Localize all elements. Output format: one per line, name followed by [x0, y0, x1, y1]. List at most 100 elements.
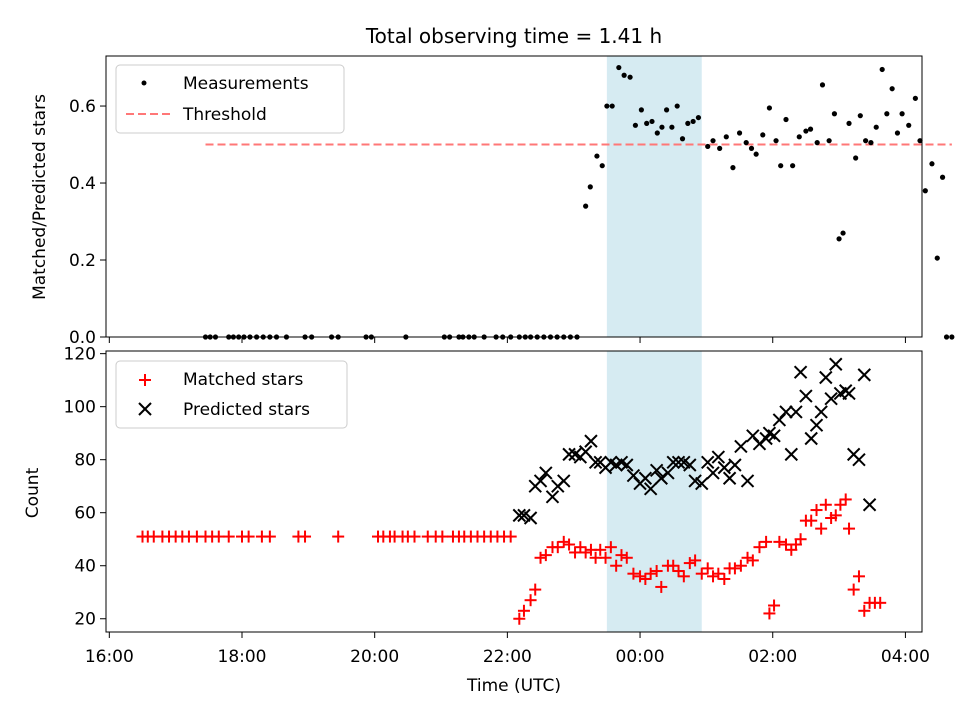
matched-star-point — [847, 583, 860, 596]
measurement-point — [949, 334, 955, 340]
x-tick-label: 00:00 — [616, 647, 665, 667]
x-tick-label: 22:00 — [483, 647, 532, 667]
measurement-point — [616, 64, 622, 71]
measurement-point — [846, 120, 852, 126]
matched-star-point — [504, 530, 517, 543]
matched-star-point — [773, 535, 786, 548]
legend-measurements-label: Measurements — [183, 74, 309, 94]
matched-star-point — [819, 498, 832, 511]
measurement-point — [649, 118, 655, 125]
x-tick-label: 20:00 — [350, 647, 399, 667]
predicted-star-point — [814, 405, 828, 419]
predicted-star-point — [809, 418, 824, 432]
matched-star-point — [852, 570, 865, 583]
matched-star-point — [222, 530, 235, 543]
measurement-point — [836, 236, 842, 242]
top-y-tick-label: 0.6 — [69, 97, 96, 117]
measurement-point — [621, 72, 627, 78]
matched-star-point — [683, 557, 696, 570]
measurement-point — [685, 120, 691, 126]
legend-matched-label: Matched stars — [183, 370, 303, 390]
bottom-y-axis-label: Count — [23, 467, 43, 518]
predicted-star-point — [584, 434, 598, 448]
matched-star-point — [263, 530, 276, 543]
predicted-star-point — [819, 370, 833, 385]
matched-star-point — [594, 543, 607, 556]
measurement-point — [778, 163, 784, 169]
measurement-point — [594, 153, 600, 159]
predicted-star-point — [734, 439, 748, 454]
predicted-star-point — [557, 474, 571, 488]
matched-star-point — [741, 551, 754, 564]
bottom-y-tick-label: 60 — [74, 504, 96, 524]
legend-measurements-marker — [141, 80, 147, 86]
predicted-star-point — [701, 455, 715, 470]
matched-star-point — [843, 522, 856, 535]
measurement-point — [760, 132, 766, 138]
measurement-point — [695, 114, 702, 121]
matched-star-point — [695, 567, 708, 580]
predicted-star-point — [852, 452, 866, 467]
predicted-star-point — [523, 511, 538, 525]
x-tick-label: 16:00 — [85, 647, 134, 667]
matched-star-point — [539, 549, 552, 562]
predicted-star-point — [804, 431, 818, 446]
measurement-point — [679, 136, 686, 142]
measurement-point — [583, 203, 589, 209]
matched-star-point — [524, 594, 537, 607]
measurement-point — [659, 124, 665, 130]
predicted-star-point — [588, 455, 603, 470]
top-shaded-region — [606, 56, 702, 337]
measurement-point — [884, 111, 890, 117]
bottom-y-tick-label: 100 — [64, 398, 96, 418]
predicted-star-point — [683, 458, 697, 472]
top-legend-box — [115, 64, 345, 134]
matched-star-point — [574, 541, 587, 554]
matched-star-point — [627, 567, 640, 580]
matched-star-point — [644, 567, 657, 580]
predicted-star-point — [728, 458, 742, 472]
predicted-star-point — [711, 450, 726, 464]
matched-star-point — [569, 546, 582, 559]
predicted-star-point — [578, 445, 593, 459]
measurement-point — [840, 230, 846, 236]
predicted-star-point — [562, 447, 576, 462]
top-y-tick-label: 0.2 — [69, 251, 96, 271]
measurement-point — [796, 134, 802, 140]
top-panel: 0.0 0.2 0.4 0.6 Matched/Predicted stars Mea… — [30, 55, 955, 348]
predicted-star-point — [789, 405, 803, 419]
measurement-point — [723, 134, 729, 140]
legend-predicted-marker — [138, 402, 152, 416]
measurement-point — [730, 165, 736, 171]
legend-threshold-label: Threshold — [182, 105, 267, 125]
measurement-point — [644, 120, 650, 126]
predicted-star-point — [695, 476, 709, 491]
top-y-axis-label: Matched/Predicted stars — [30, 94, 50, 300]
top-legend: Measurements Threshold — [115, 64, 345, 134]
bottom-legend-box — [115, 360, 348, 429]
measurement-point — [934, 255, 940, 261]
measurement-point — [831, 111, 838, 117]
matched-star-point — [746, 554, 759, 567]
measurement-points — [202, 64, 955, 340]
matched-star-point — [753, 541, 766, 554]
measurement-point — [587, 184, 593, 190]
matched-star-point — [639, 572, 652, 585]
measurement-point — [669, 124, 675, 130]
measurement-point — [863, 138, 869, 144]
predicted-star-point — [539, 466, 553, 480]
measurement-point — [599, 163, 605, 169]
matched-star-point — [707, 570, 720, 583]
predicted-star-point — [793, 365, 808, 379]
predicted-star-point — [620, 458, 634, 472]
predicted-star-point — [824, 392, 838, 406]
measurement-point — [783, 116, 789, 123]
predicted-star-point — [717, 460, 732, 475]
predicted-star-point — [767, 429, 781, 443]
measurement-point — [753, 151, 759, 157]
matched-star-point — [517, 604, 530, 617]
matched-star-point — [529, 583, 542, 596]
measurement-point — [674, 103, 680, 109]
top-y-tick-label: 0.0 — [69, 328, 96, 348]
matched-star-point — [634, 570, 647, 583]
